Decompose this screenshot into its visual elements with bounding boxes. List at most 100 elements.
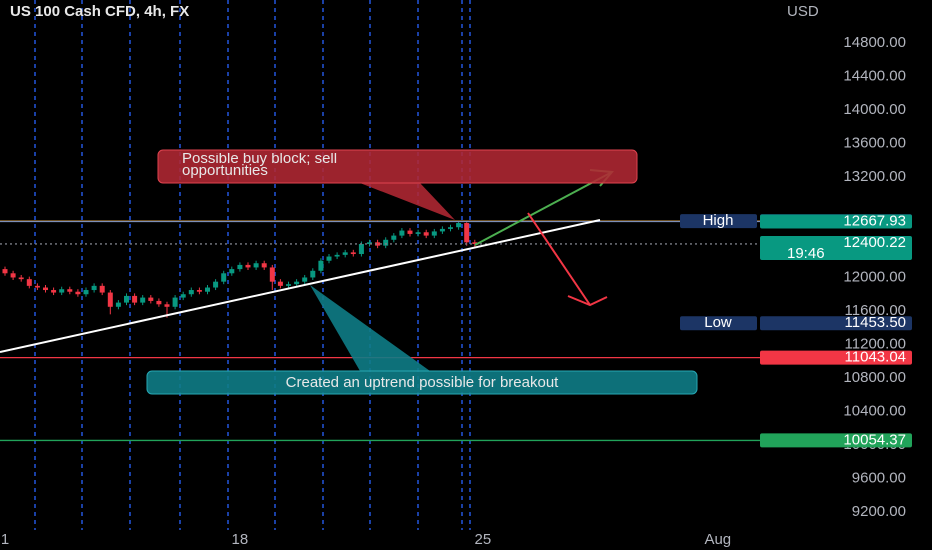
candle-body: [26, 279, 32, 286]
candle-body: [342, 252, 348, 255]
candle-body: [205, 287, 210, 292]
candle-body: [423, 232, 429, 236]
candle-body: [229, 269, 235, 274]
candle-body: [91, 285, 97, 291]
candle-body: [59, 289, 65, 293]
candle-body: [456, 223, 462, 228]
candle-body: [196, 290, 202, 292]
price-tag: [760, 316, 912, 331]
candle-body: [180, 294, 186, 298]
candle-body: [269, 267, 275, 282]
candles: [2, 221, 478, 318]
price-tag-name: High: [703, 212, 734, 229]
price-tag-value: 11043.04: [845, 349, 906, 366]
axes: 14800.00 14400.00 14000.00 13600.00 13200.00…: [1, 34, 906, 548]
candle-body: [464, 223, 470, 243]
callout-text-box: Possible buy block; sell opportunities: [182, 153, 337, 178]
y-tick-label: 13600.00: [843, 134, 906, 151]
callout-uptrend: Created an uptrend possible for breakout: [146, 285, 698, 395]
price-tag-value: 11453.50: [845, 314, 906, 331]
trendline: [0, 219, 601, 353]
candle-body: [439, 228, 445, 232]
candle-body: [124, 295, 129, 303]
candle-body: [431, 231, 437, 236]
candle-body: [75, 291, 81, 295]
y-tick-label: 12000.00: [843, 268, 906, 285]
y-tick-label: 14800.00: [843, 34, 906, 51]
candle-body: [172, 297, 178, 307]
candle-body: [34, 285, 40, 288]
x-tick-label: Aug: [704, 531, 731, 548]
red-arrow: [527, 212, 608, 307]
countdown: 19:46: [787, 245, 825, 262]
callout-sell: Possible buy block; sell opportunities: [157, 149, 638, 220]
y-tick-label: 10800.00: [843, 369, 906, 386]
candle-body: [302, 277, 308, 282]
candle-body: [375, 242, 381, 246]
callout-box: [157, 149, 638, 184]
price-tags: 12672.16High12667.9312400.2219:4611453.5…: [680, 212, 912, 448]
candle-body: [140, 297, 146, 303]
candle-body: [334, 254, 340, 257]
candle-body: [67, 289, 73, 292]
arrow-shaft: [527, 212, 591, 306]
candle-body: [99, 285, 105, 293]
candle-body: [188, 290, 194, 295]
y-tick-label: 9200.00: [852, 503, 906, 520]
candle-body: [383, 239, 389, 246]
y-tick-label: 13200.00: [843, 168, 906, 185]
price-tag-value: 10054.37: [843, 431, 906, 448]
y-tick-label: 11200.00: [845, 335, 906, 352]
x-tick-label: 25: [475, 531, 492, 548]
candle-body: [221, 273, 227, 282]
candle-body: [164, 304, 170, 307]
candle-body: [294, 281, 300, 285]
candle-body: [261, 263, 267, 268]
candle-body: [213, 281, 219, 288]
arrow-shaft: [474, 171, 613, 246]
price-tag-value: 12667.93: [843, 213, 906, 230]
price-tag-name-box: [680, 214, 757, 229]
candle-body: [253, 263, 259, 268]
callout-box: [146, 370, 698, 395]
candle-body: [156, 300, 162, 305]
symbol-title: US 100 Cash CFD, 4h, FX: [10, 3, 189, 20]
candle-body: [237, 264, 243, 270]
candle-body: [83, 290, 89, 295]
candle-body: [326, 256, 332, 261]
x-tick-label: 1: [1, 531, 9, 548]
price-tag: [760, 350, 912, 365]
candle-body: [310, 270, 316, 278]
candle-body: [245, 264, 251, 268]
candle-body: [132, 295, 138, 303]
x-tick-label: 18: [232, 531, 249, 548]
price-tag-name: Low: [704, 314, 732, 331]
callout-tail: [360, 183, 455, 220]
candle-body: [391, 235, 397, 240]
candle-body: [286, 284, 291, 286]
y-tick-label: 10400.00: [843, 402, 906, 419]
callout-tail: [310, 285, 430, 371]
candle-body: [148, 297, 154, 301]
candle-body: [107, 292, 113, 307]
candle-body: [399, 230, 405, 236]
price-tag: [760, 433, 912, 448]
y-tick-label: 9600.00: [852, 469, 906, 486]
price-tag-value: 12400.22: [843, 234, 906, 251]
currency-label: USD: [787, 3, 819, 20]
candle-body: [51, 290, 57, 293]
candle-body: [350, 252, 356, 255]
price-axis-panel: [770, 0, 932, 550]
candle-body: [115, 302, 121, 307]
y-tick-label: 14000.00: [843, 101, 906, 118]
candle-body: [43, 287, 48, 291]
callout-text: Created an uptrend possible for breakout: [286, 374, 560, 391]
session-lines: [34, 0, 471, 530]
candle-body: [277, 281, 283, 286]
candle-body: [407, 230, 413, 234]
candle-body: [367, 242, 372, 244]
candle-body: [2, 269, 8, 274]
price-tag: [760, 214, 912, 229]
